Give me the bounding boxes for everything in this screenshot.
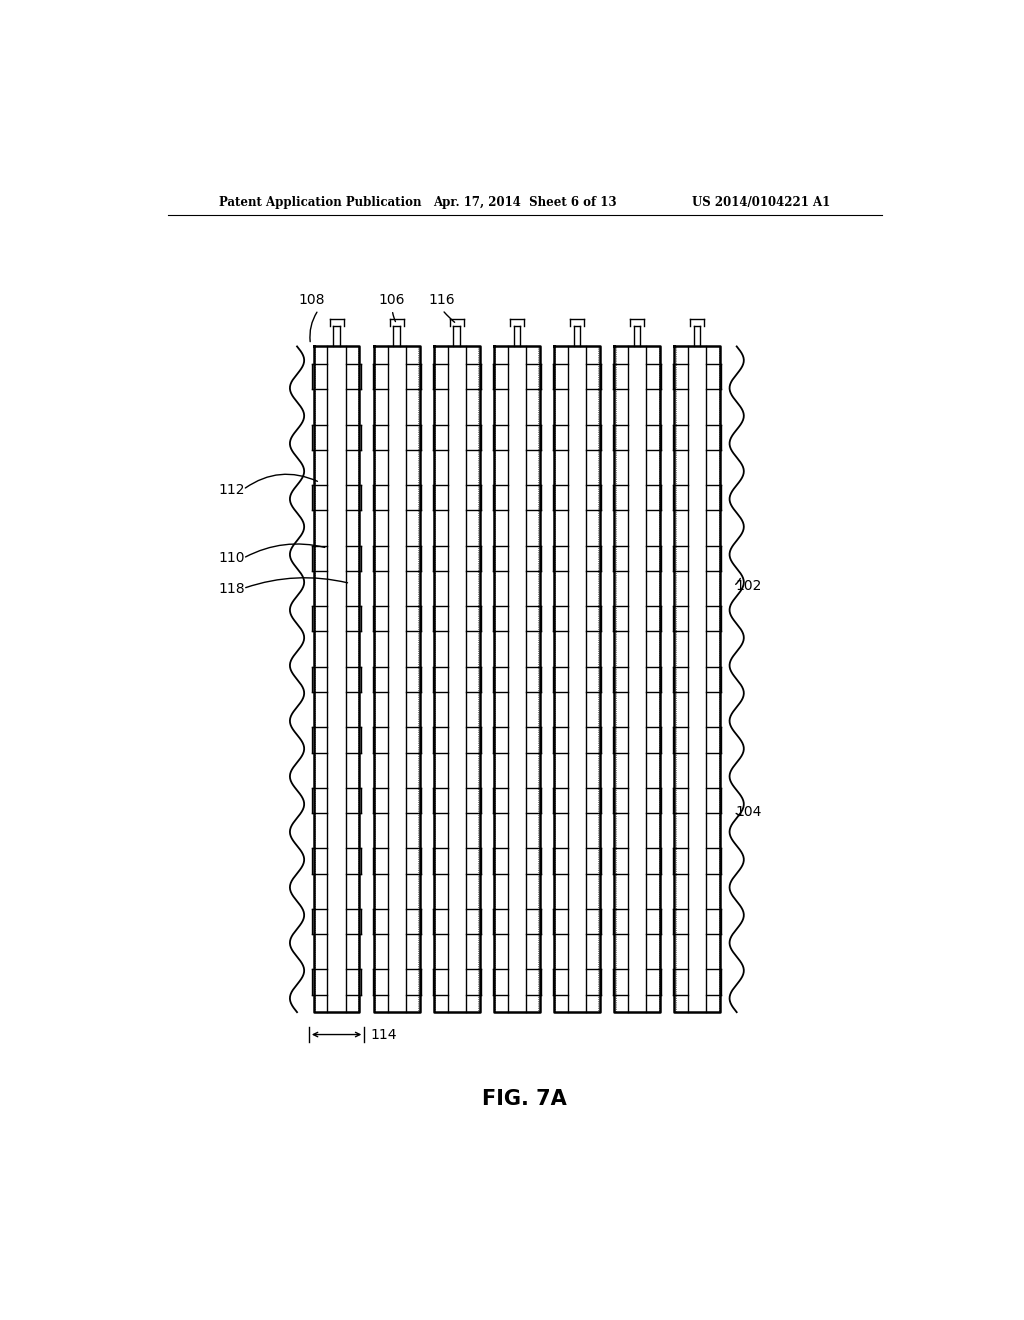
Text: 112: 112 (218, 483, 245, 496)
Text: 118: 118 (218, 582, 245, 595)
Text: US 2014/0104221 A1: US 2014/0104221 A1 (692, 195, 830, 209)
Text: 114: 114 (371, 1027, 397, 1041)
Text: 102: 102 (735, 579, 762, 593)
Text: 108: 108 (299, 293, 326, 306)
Text: FIG. 7A: FIG. 7A (482, 1089, 567, 1109)
Text: 104: 104 (735, 805, 762, 820)
Text: Patent Application Publication: Patent Application Publication (219, 195, 422, 209)
Text: 106: 106 (378, 293, 404, 306)
Text: 116: 116 (428, 293, 455, 306)
Text: 110: 110 (218, 552, 245, 565)
Text: Apr. 17, 2014  Sheet 6 of 13: Apr. 17, 2014 Sheet 6 of 13 (433, 195, 616, 209)
